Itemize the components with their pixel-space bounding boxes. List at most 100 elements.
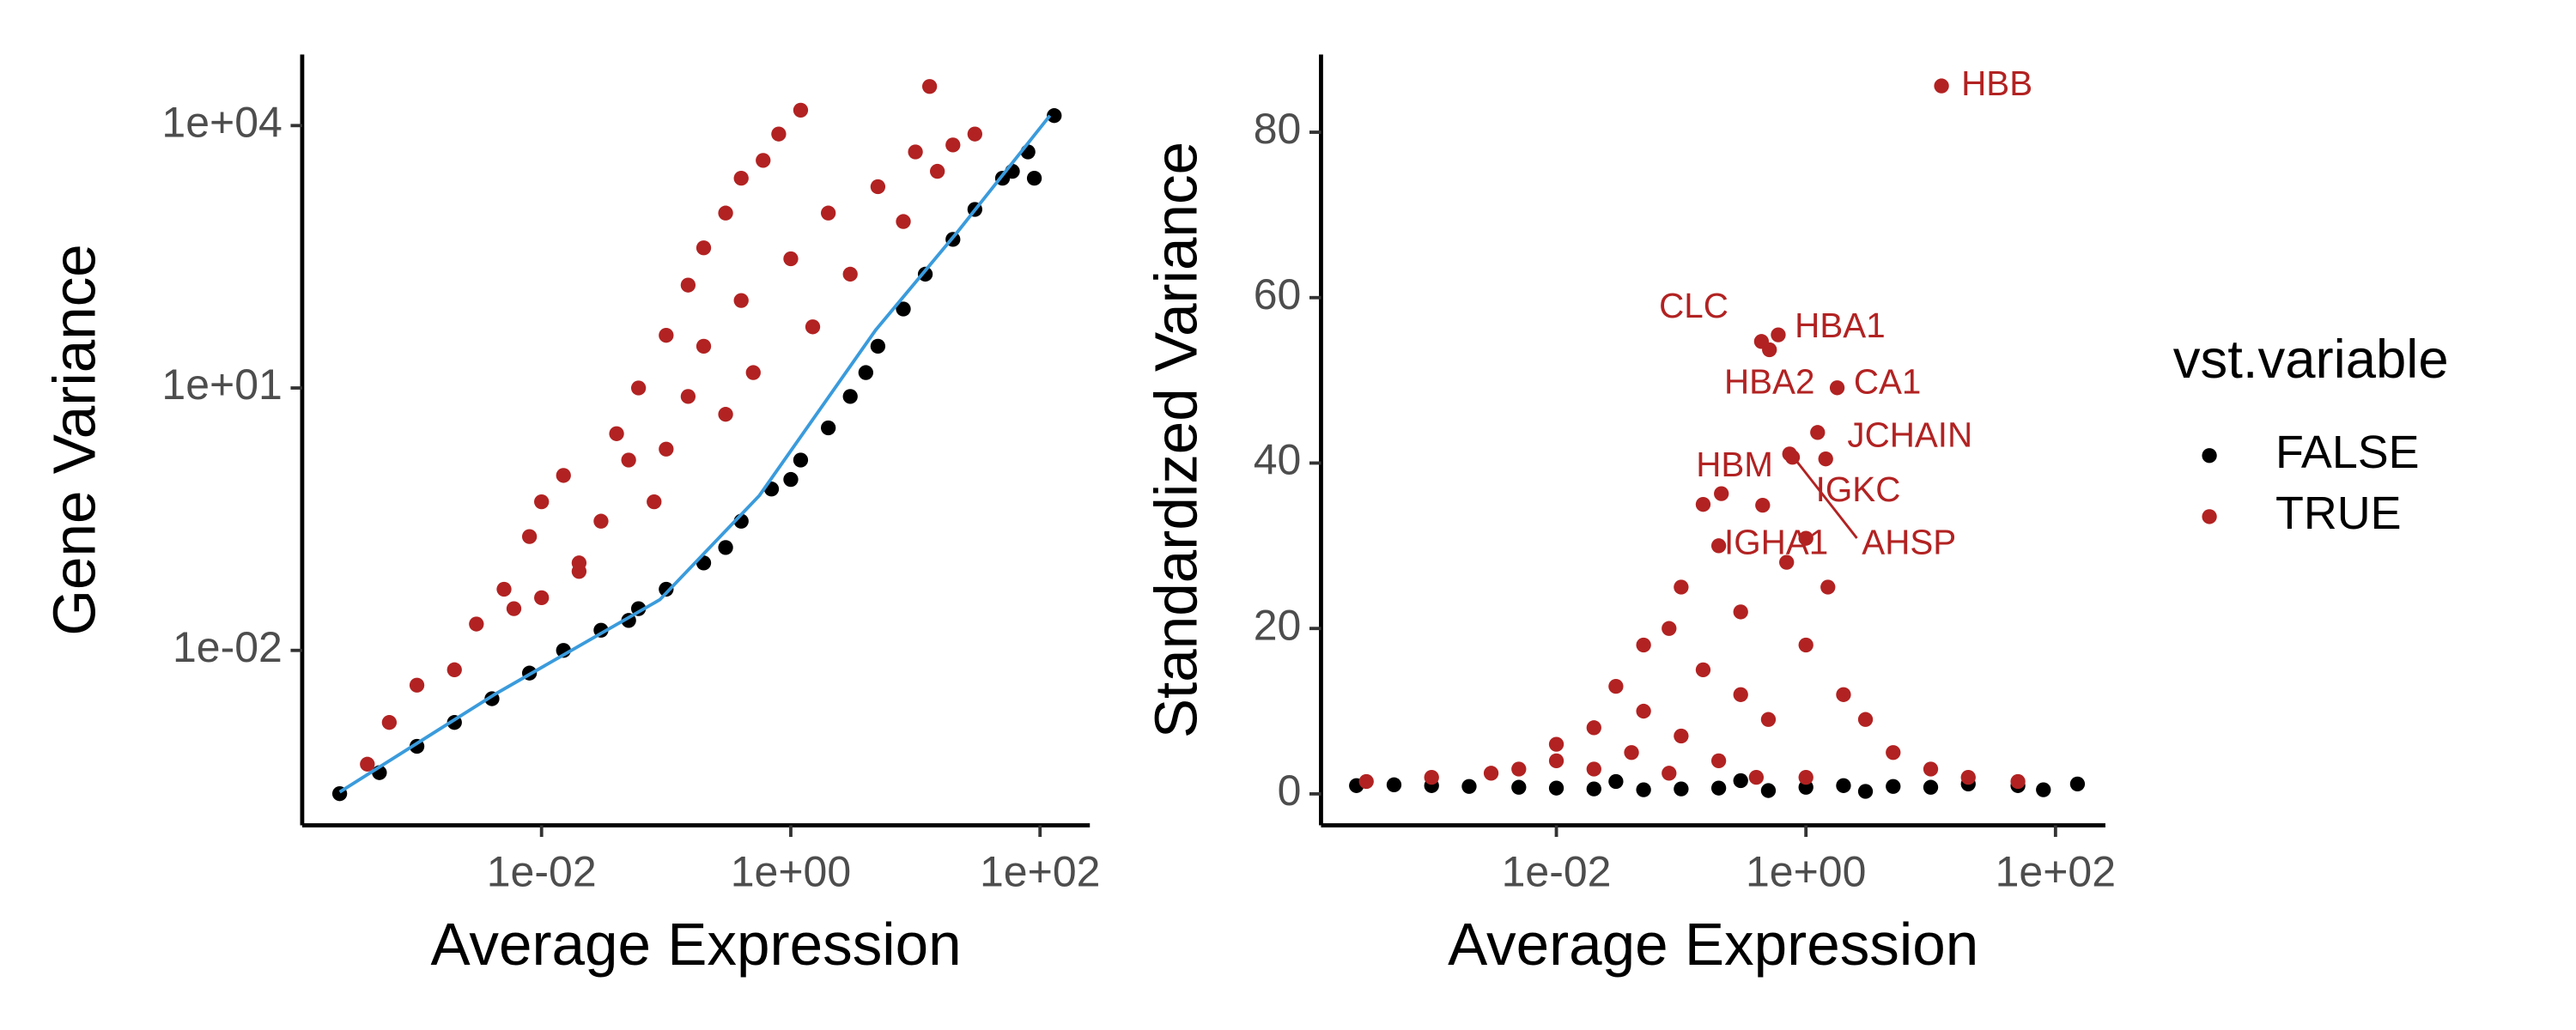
point <box>1886 745 1901 760</box>
point <box>1483 766 1499 781</box>
point <box>1511 779 1527 795</box>
point <box>896 301 911 317</box>
point <box>621 452 636 468</box>
x-tick-label: 1e-02 <box>487 847 597 895</box>
labeled-point <box>1762 342 1777 358</box>
point <box>534 590 550 606</box>
point <box>896 214 911 229</box>
point <box>783 471 799 488</box>
point <box>1886 779 1901 794</box>
point <box>696 240 712 256</box>
point <box>1695 497 1711 512</box>
point <box>1798 637 1814 653</box>
point <box>917 266 933 282</box>
point <box>659 328 674 343</box>
point <box>571 564 587 579</box>
panel: 1e-02 1e+00 1e+02 1e-02 1e+01 1e+04 Average Ex… <box>41 54 1100 978</box>
legend-label: TRUE <box>2275 488 2402 539</box>
point <box>718 205 733 221</box>
point <box>771 126 787 142</box>
x-axis-title: Average Expression <box>430 911 961 978</box>
x-tick-label: 1e+00 <box>731 847 851 895</box>
point <box>733 171 749 186</box>
x-tick-label: 1e+02 <box>1996 847 2116 895</box>
point <box>745 365 761 380</box>
gene-label: HBM <box>1696 445 1773 484</box>
point <box>630 380 647 396</box>
labeled-point <box>1829 380 1845 396</box>
labeled-point <box>1810 425 1826 440</box>
point <box>1857 784 1874 799</box>
point <box>381 715 398 730</box>
point <box>842 266 858 282</box>
point <box>447 662 462 677</box>
point <box>1511 761 1527 777</box>
point <box>1923 779 1939 795</box>
point <box>659 441 674 457</box>
y-tick-label: 40 <box>1254 436 1302 484</box>
legend-title: vst.variable <box>2173 330 2449 390</box>
x-tick-label: 1e+02 <box>980 847 1100 895</box>
point <box>783 251 799 267</box>
y-axis-title: Gene Variance <box>41 244 108 636</box>
point <box>1461 779 1477 794</box>
point <box>593 513 609 529</box>
gene-label: HBB <box>1961 64 2032 103</box>
point <box>1674 728 1689 744</box>
point <box>1779 554 1795 570</box>
point <box>733 293 749 308</box>
point <box>1710 780 1727 796</box>
point <box>1386 777 1402 792</box>
point <box>1836 778 1851 793</box>
point <box>820 420 836 436</box>
gene-label: HBA1 <box>1795 306 1885 345</box>
y-tick-label: 1e+01 <box>161 360 282 409</box>
point <box>521 529 538 544</box>
point <box>409 677 425 693</box>
point <box>921 79 938 94</box>
point <box>1760 712 1777 727</box>
point <box>1798 769 1814 785</box>
point <box>1636 782 1651 797</box>
point <box>1733 772 1748 789</box>
point <box>1714 486 1729 501</box>
point <box>1820 579 1836 595</box>
point <box>1695 662 1711 678</box>
point <box>1662 621 1677 636</box>
point <box>805 319 821 335</box>
point <box>1636 637 1651 653</box>
panel: HBB CLC HBA1 HBA2 CA1 JCHAIN HBM AHSP IGKC IGHA1 1… <box>1142 54 2116 978</box>
point <box>870 179 886 195</box>
point <box>1960 769 1976 785</box>
labeled-point <box>1934 78 1949 94</box>
y-tick-label: 1e-02 <box>173 623 283 671</box>
point <box>556 468 571 483</box>
gene-label: IGKC <box>1816 470 1901 509</box>
point <box>1636 703 1651 719</box>
point <box>718 540 733 555</box>
gene-label: AHSP <box>1862 522 1956 561</box>
point <box>2036 782 2051 797</box>
point <box>756 153 771 168</box>
point <box>1748 769 1765 785</box>
point <box>680 389 696 404</box>
point <box>793 102 809 118</box>
gene-label: IGHA1 <box>1724 523 1828 562</box>
point <box>1026 171 1042 186</box>
point <box>1047 108 1062 124</box>
point <box>1674 579 1689 595</box>
point <box>870 338 886 354</box>
gene-label: JCHAIN <box>1847 415 1972 454</box>
point <box>858 365 873 380</box>
point <box>1586 781 1601 797</box>
point <box>1548 780 1564 796</box>
gene-label: CLC <box>1659 286 1728 325</box>
y-tick-label: 80 <box>1254 105 1302 153</box>
point <box>2069 776 2086 792</box>
labeled-point <box>1818 451 1833 467</box>
fit-line <box>338 114 1052 794</box>
point <box>659 581 674 597</box>
point <box>1586 761 1601 777</box>
point <box>2010 773 2026 790</box>
